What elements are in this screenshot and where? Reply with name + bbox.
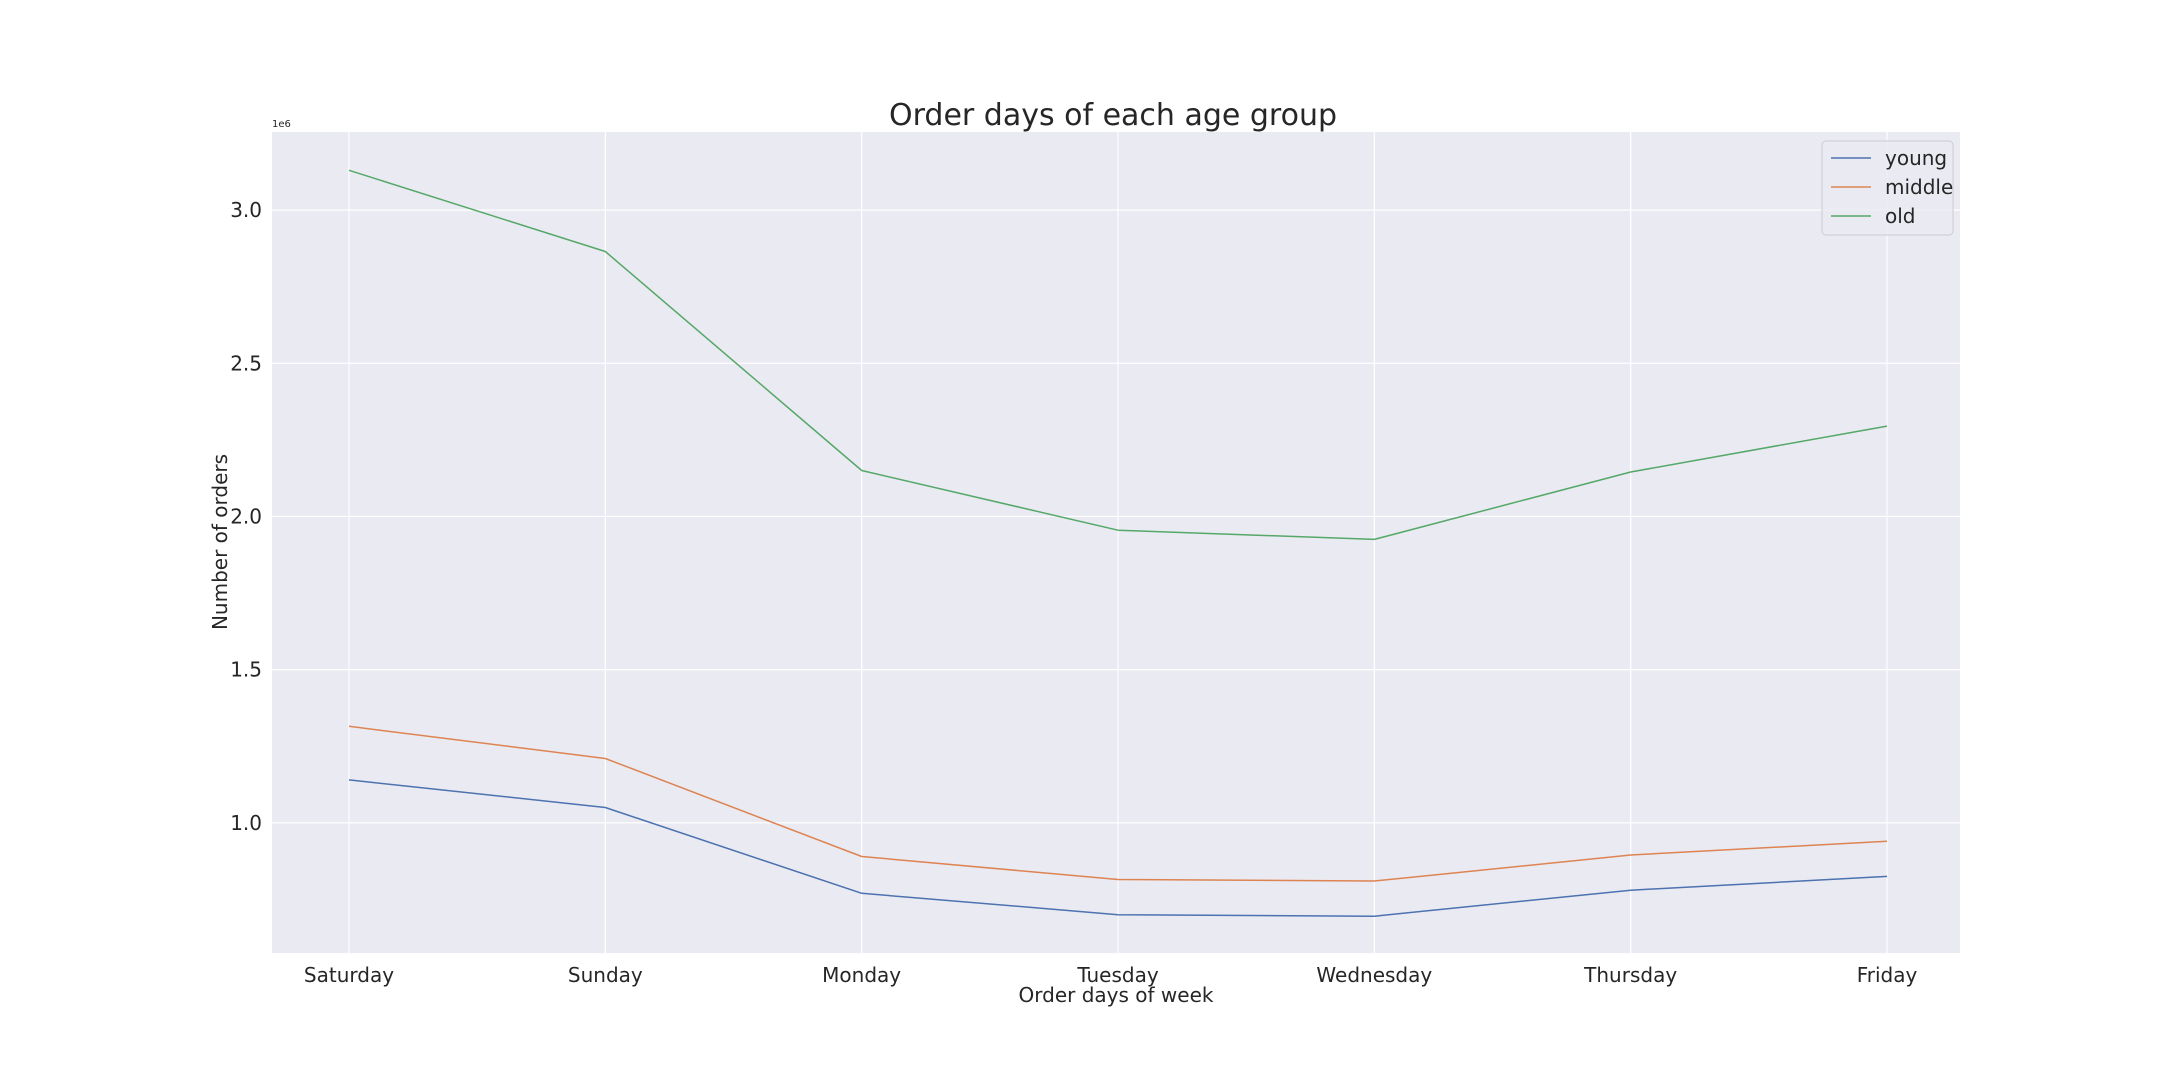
x-tick-label: Saturday: [304, 963, 394, 987]
x-tick-label: Friday: [1857, 963, 1918, 987]
x-tick-label: Sunday: [568, 963, 643, 987]
x-tick-label: Wednesday: [1316, 963, 1432, 987]
y-axis-label: Number of orders: [208, 454, 232, 630]
grid: [272, 132, 1960, 953]
y-axis-ticks: 1.0 1.5 2.0 2.5 3.0: [230, 198, 262, 835]
y-tick-label: 1.0: [230, 811, 262, 835]
legend-label-middle: middle: [1885, 175, 1953, 199]
series-lines: [348, 169, 1888, 917]
legend-box: [1821, 140, 1954, 236]
legend-label-young: young: [1885, 146, 1947, 170]
x-axis-ticks: Saturday Sunday Monday Tuesday Wednesday Thur…: [304, 963, 1918, 987]
y-tick-label: 1.5: [230, 658, 262, 682]
y-tick-label: 2.0: [230, 504, 262, 528]
x-tick-label: Monday: [822, 963, 901, 987]
chart-title: Order days of each age group: [889, 98, 1337, 133]
x-tick-label: Thursday: [1583, 963, 1677, 987]
series-line-old: [348, 169, 1888, 541]
y-tick-label: 2.5: [230, 351, 262, 375]
y-axis-offset-label: 1e6: [272, 119, 291, 130]
x-axis-label: Order days of week: [1019, 983, 1214, 1007]
series-line-young: [348, 779, 1888, 917]
x-tick-label: Tuesday: [1076, 963, 1159, 987]
legend-label-old: old: [1885, 204, 1916, 228]
plot-area: [272, 132, 1960, 953]
y-tick-label: 3.0: [230, 198, 262, 222]
series-line-middle: [348, 725, 1888, 882]
legend: young middle old: [1821, 140, 1954, 236]
